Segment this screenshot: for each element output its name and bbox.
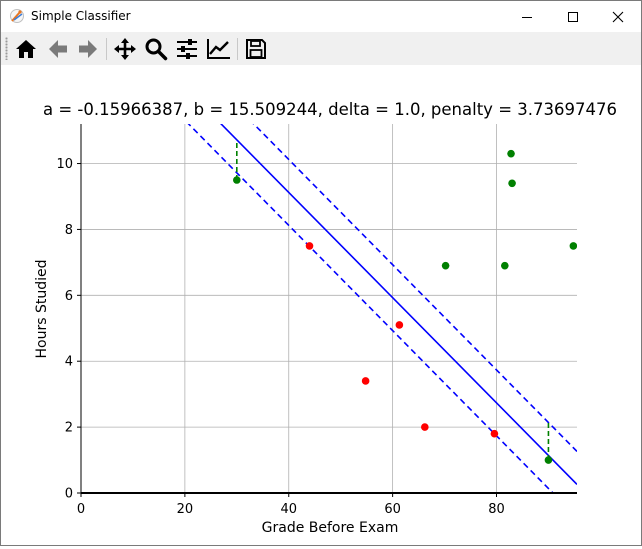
chart-svg: a = -0.15966387, b = 15.509244, delta = …	[34, 100, 617, 536]
green-point	[441, 261, 450, 270]
red-point	[395, 321, 404, 329]
close-button[interactable]	[595, 1, 641, 32]
window-title: Simple Classifier	[31, 9, 131, 23]
floppy-disk-icon	[246, 39, 266, 59]
figure-canvas[interactable]: a = -0.15966387, b = 15.509244, delta = …	[1, 65, 641, 545]
arrow-left-icon	[49, 40, 67, 58]
home-button[interactable]	[12, 35, 40, 63]
magnifier-icon	[145, 38, 168, 61]
title-bar[interactable]: Simple Classifier	[1, 1, 641, 32]
arrow-right-icon	[79, 40, 97, 58]
forward-button[interactable]	[74, 35, 102, 63]
green-point	[501, 261, 509, 270]
y-tick-label: 0	[65, 487, 73, 502]
home-icon	[16, 40, 36, 58]
minimize-button[interactable]	[504, 1, 550, 32]
pan-button[interactable]	[111, 35, 139, 63]
maximize-icon	[568, 11, 578, 22]
x-tick-label: 0	[77, 502, 85, 517]
y-tick-label: 4	[65, 355, 73, 370]
move-icon	[114, 38, 136, 60]
x-tick-label: 20	[177, 502, 194, 517]
edit-axis-button[interactable]	[205, 35, 233, 63]
minimize-icon	[522, 16, 532, 18]
grid	[80, 124, 577, 494]
red-point	[421, 423, 429, 431]
y-axis-label: Hours Studied	[34, 260, 50, 359]
green-point	[507, 149, 515, 158]
red-point	[305, 242, 314, 250]
zoom-button[interactable]	[142, 35, 170, 63]
app-logo-icon	[10, 9, 24, 23]
green-point	[569, 242, 577, 250]
green-point	[233, 176, 241, 184]
green-point	[544, 456, 553, 464]
toolbar-separator	[106, 38, 107, 60]
x-tick-label: 80	[488, 502, 505, 517]
navigation-toolbar	[1, 32, 641, 65]
x-axis-label: Grade Before Exam	[262, 520, 399, 536]
plot-data	[187, 124, 577, 493]
y-tick-label: 6	[65, 289, 73, 304]
red-point	[361, 377, 370, 385]
chart-title: a = -0.15966387, b = 15.509244, delta = …	[43, 100, 617, 119]
back-button[interactable]	[44, 35, 72, 63]
y-tick-label: 10	[56, 157, 73, 172]
red-point	[490, 429, 499, 438]
upper-margin-line	[252, 124, 577, 453]
x-tick-label: 40	[280, 502, 297, 517]
toolbar-grip[interactable]	[5, 37, 8, 60]
lower-margin-line	[187, 124, 555, 493]
x-tick-label: 60	[384, 502, 401, 517]
configure-subplots-button[interactable]	[173, 35, 201, 63]
y-tick-label: 2	[65, 421, 73, 436]
y-tick-label: 8	[65, 223, 73, 238]
maximize-button[interactable]	[550, 1, 596, 32]
close-icon	[612, 11, 624, 22]
decision-boundary-line	[220, 124, 577, 485]
green-point	[508, 179, 516, 188]
save-button[interactable]	[242, 35, 270, 63]
toolbar-separator	[237, 38, 238, 60]
axes: 0 20 40 60 80 0 2 4 6 8 10	[56, 124, 577, 517]
sliders-icon	[177, 39, 197, 59]
line-chart-icon	[207, 39, 230, 59]
